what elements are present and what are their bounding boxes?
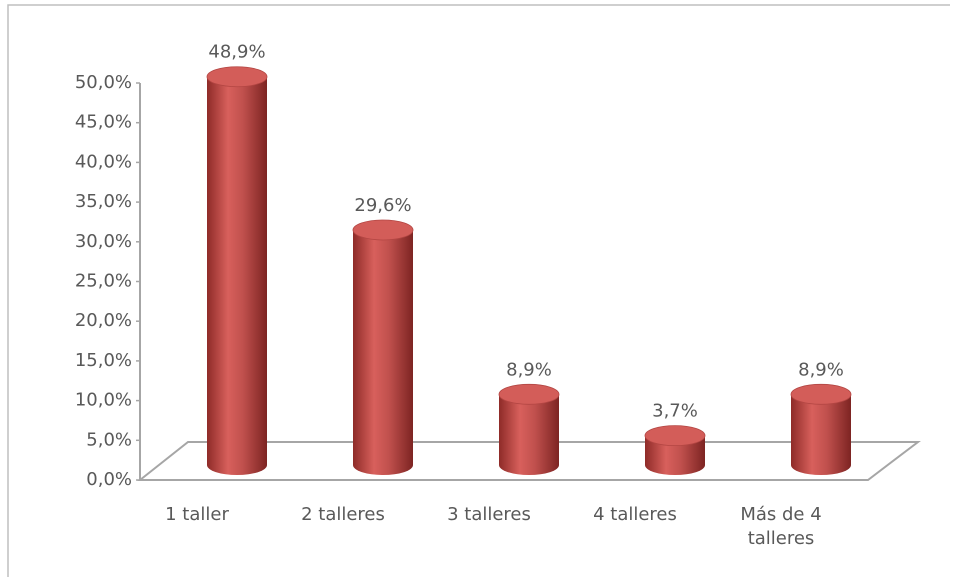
x-tick-label: 4 talleres <box>593 504 677 525</box>
data-label: 29,6% <box>354 195 411 216</box>
y-tick-label: 15,0% <box>75 350 132 371</box>
y-tick-label: 45,0% <box>75 112 132 133</box>
y-tick-label: 0,0% <box>86 469 132 490</box>
floor <box>137 441 921 481</box>
data-label: 8,9% <box>506 359 552 380</box>
y-tick-label: 40,0% <box>75 151 132 172</box>
x-tick-label: 2 talleres <box>301 504 385 525</box>
y-tick-label: 30,0% <box>75 231 132 252</box>
data-label: 48,9% <box>208 42 265 63</box>
y-tick-label: 20,0% <box>75 310 132 331</box>
data-label: 3,7% <box>652 401 698 422</box>
y-tick-label: 50,0% <box>75 72 132 93</box>
y-tick-label: 5,0% <box>86 429 132 450</box>
bar-top <box>498 383 560 405</box>
frame <box>7 4 950 577</box>
x-tick-label: 3 talleres <box>447 504 531 525</box>
bar <box>353 229 413 475</box>
data-label: 8,9% <box>798 359 844 380</box>
x-tick-label: 1 taller <box>165 504 229 525</box>
y-tick-label: 25,0% <box>75 271 132 292</box>
bar <box>645 435 705 475</box>
x-tick-label: Más de 4 talleres <box>740 504 822 549</box>
y-tick-label: 10,0% <box>75 390 132 411</box>
bar-top <box>206 66 268 88</box>
bar <box>791 394 851 475</box>
bar-top <box>644 425 706 447</box>
bar <box>499 394 559 475</box>
y-tick-label: 35,0% <box>75 191 132 212</box>
bar <box>207 76 267 475</box>
bar-top <box>790 383 852 405</box>
bar-top <box>352 219 414 241</box>
